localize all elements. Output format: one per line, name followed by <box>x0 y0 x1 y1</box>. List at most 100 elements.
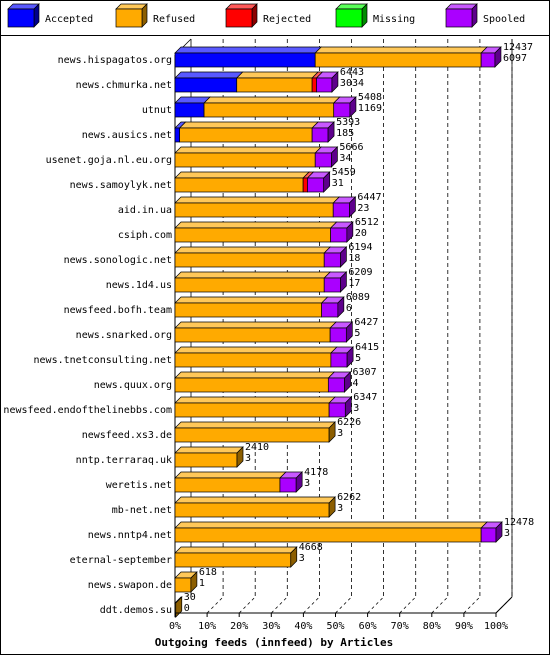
bar-side-spooled <box>349 196 356 218</box>
bar-segment-refused <box>174 577 192 593</box>
category-label: newsfeed.xs3.de <box>82 430 172 441</box>
bar-top-refused <box>174 421 336 429</box>
bar-segment-refused <box>174 327 331 343</box>
bar-segment-spooled <box>327 377 345 393</box>
bar-row <box>174 346 354 368</box>
bar-side-refused <box>236 446 244 468</box>
legend-label: Rejected <box>263 14 311 25</box>
value-label-second: 3 <box>245 453 251 464</box>
grid-floor-line <box>335 596 352 614</box>
bar-segment-refused <box>314 52 482 68</box>
category-label: news.hispagatos.org <box>58 55 172 66</box>
value-label-total: 6089 <box>346 292 370 303</box>
grid-floor-line <box>367 596 384 614</box>
bar-row <box>174 121 335 143</box>
x-axis-corner <box>495 596 513 614</box>
bar-segment-spooled <box>314 152 332 168</box>
category-label: csiph.com <box>118 230 172 241</box>
bar-top-refused <box>174 346 338 354</box>
category-label: news.nntp4.net <box>88 530 172 541</box>
bar-segment-refused <box>174 452 238 468</box>
bar-top-refused <box>178 121 319 129</box>
category-label: mb-net.net <box>112 505 172 516</box>
bar-row <box>174 196 357 218</box>
value-label-total: 6307 <box>353 367 377 378</box>
x-tick-label: 100% <box>484 621 508 632</box>
value-labels: 1243760976443303454081169539318556663454… <box>184 42 534 614</box>
bar-segment-spooled <box>480 527 497 543</box>
bar-row <box>174 246 348 268</box>
bar-row <box>174 371 352 393</box>
bar-top-refused <box>174 371 336 379</box>
category-label: news.quux.org <box>94 380 172 391</box>
x-tick-label: 60% <box>359 621 377 632</box>
grid-floor-line <box>206 596 224 614</box>
bar-side-spooled <box>295 471 303 493</box>
value-label-total: 6347 <box>353 392 377 403</box>
bar-segment-refused <box>174 152 316 168</box>
bar-segment-refused <box>174 302 322 318</box>
bar-segment-refused <box>174 402 330 418</box>
bar-row <box>174 421 336 443</box>
legend-item-missing: Missing <box>335 3 415 28</box>
value-label-total: 30 <box>184 592 196 603</box>
value-label-second: 17 <box>348 278 360 289</box>
bar-top-refused <box>314 46 488 54</box>
value-label-second: 3 <box>337 428 343 439</box>
bar-segment-spooled <box>307 177 325 193</box>
category-label: news.snarked.org <box>76 330 172 341</box>
bar-row <box>174 46 502 68</box>
bar-row <box>174 571 198 593</box>
bar-side-spooled <box>494 46 502 68</box>
bar-side-spooled <box>340 246 347 268</box>
bar-row <box>174 321 354 343</box>
bar-segment-spooled <box>328 402 346 418</box>
bar-row <box>174 521 503 543</box>
value-label-total: 6447 <box>357 192 381 203</box>
bar-top-refused <box>174 246 332 254</box>
value-label-second: 3 <box>353 403 359 414</box>
bar-top-refused <box>174 221 338 229</box>
bar-side-refused <box>190 571 198 593</box>
bar-segment-refused <box>179 127 313 143</box>
legend-item-accepted: Accepted <box>7 3 93 28</box>
grid-floor-line <box>431 596 449 614</box>
bar-side-refused <box>290 546 298 568</box>
bar-row <box>174 471 304 493</box>
value-label-second: 0 <box>184 603 190 614</box>
bar-side-spooled <box>327 121 335 143</box>
bar-segment-spooled <box>330 352 348 368</box>
bar-top-refused <box>174 296 329 304</box>
category-label: ddt.demos.su <box>100 605 172 616</box>
bar-segment-refused <box>174 202 334 218</box>
bar-top-refused <box>174 321 337 329</box>
value-label-second: 6097 <box>503 53 527 64</box>
bar-segment-accepted <box>174 77 238 93</box>
bar-side-spooled <box>346 221 354 243</box>
bar-top-refused <box>174 521 488 529</box>
legend-label: Refused <box>153 14 195 25</box>
value-label-total: 6415 <box>355 342 379 353</box>
bar-segment-accepted <box>174 52 316 68</box>
bar-side-refused <box>328 421 336 443</box>
value-label-total: 6194 <box>348 242 372 253</box>
value-label-second: 3 <box>337 503 343 514</box>
bar-side-spooled <box>331 71 339 93</box>
bar-side-spooled <box>346 346 354 368</box>
bar-segment-spooled <box>316 77 333 93</box>
legend-swatch <box>335 8 363 28</box>
bar-segment-refused <box>174 352 332 368</box>
bar-side-spooled <box>344 371 351 393</box>
bar-top-refused <box>174 271 332 279</box>
bar-top-refused <box>174 496 336 504</box>
x-tick-label: 90% <box>455 621 473 632</box>
bars <box>174 46 503 618</box>
bar-segment-refused <box>174 252 325 268</box>
bar-top-refused <box>174 146 323 154</box>
bar-segment-accepted <box>174 102 205 118</box>
value-label-second: 3034 <box>340 78 364 89</box>
bar-row <box>174 396 353 418</box>
value-label-total: 4668 <box>299 542 323 553</box>
